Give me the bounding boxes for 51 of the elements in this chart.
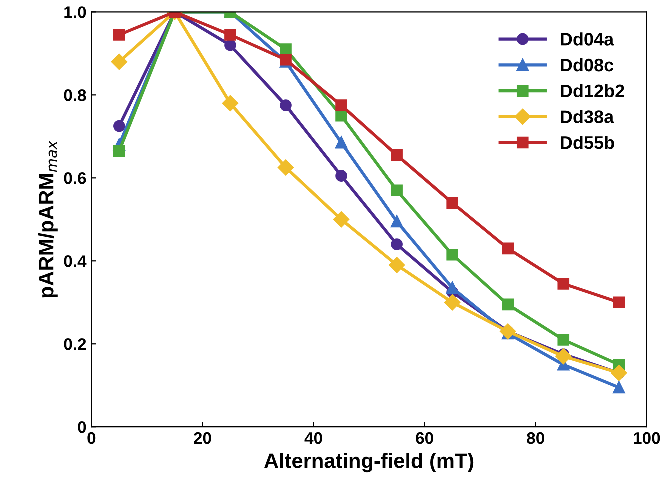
- point: [280, 100, 292, 112]
- y-tick-label: 1.0: [64, 6, 86, 18]
- point: [114, 120, 126, 132]
- x-tick-label: 40: [304, 432, 322, 444]
- point: [336, 136, 348, 149]
- legend-label: Dd12b2: [561, 84, 624, 98]
- legend-label: Dd38a: [561, 110, 614, 124]
- point: [111, 54, 128, 70]
- point: [336, 170, 348, 182]
- point: [224, 29, 236, 41]
- point: [444, 294, 460, 311]
- point: [446, 282, 458, 294]
- point: [334, 212, 350, 228]
- x-tick-label: 60: [416, 432, 434, 444]
- y-tick-label: 0.4: [64, 256, 87, 268]
- y-tick-label: 0.8: [64, 90, 86, 102]
- point: [280, 44, 292, 56]
- legend-label: Dd55b: [561, 136, 614, 150]
- x-tick-label: 100: [634, 432, 660, 444]
- x-tick-label: 20: [194, 432, 212, 444]
- point: [613, 382, 626, 394]
- point: [391, 216, 403, 228]
- x-tick-label: 80: [527, 432, 544, 444]
- point: [114, 145, 126, 158]
- point: [502, 298, 514, 311]
- point: [446, 249, 458, 261]
- y-tick-label: 0.2: [64, 338, 86, 350]
- y-tick-label: 0.6: [64, 172, 86, 184]
- point: [336, 100, 348, 112]
- point: [500, 324, 516, 340]
- y-axis-title: pARM/pARM$_{max}$: [38, 140, 58, 298]
- point: [391, 184, 403, 196]
- point: [278, 160, 294, 176]
- legend-label: Dd08c: [561, 58, 614, 72]
- point: [558, 334, 570, 346]
- point: [556, 348, 572, 364]
- point: [114, 29, 126, 41]
- point: [502, 242, 514, 255]
- point: [558, 278, 570, 290]
- point: [391, 238, 403, 250]
- point: [613, 296, 626, 309]
- legend-label: Dd04a: [561, 32, 614, 46]
- x-tick-label: 0: [88, 432, 96, 444]
- point: [222, 96, 238, 112]
- point: [224, 39, 236, 52]
- point: [389, 257, 405, 274]
- x-axis-title: Alternating-field (mT): [264, 453, 474, 473]
- point: [336, 110, 348, 122]
- point: [391, 149, 403, 162]
- y-tick-label: 0: [78, 422, 86, 434]
- point: [446, 197, 458, 209]
